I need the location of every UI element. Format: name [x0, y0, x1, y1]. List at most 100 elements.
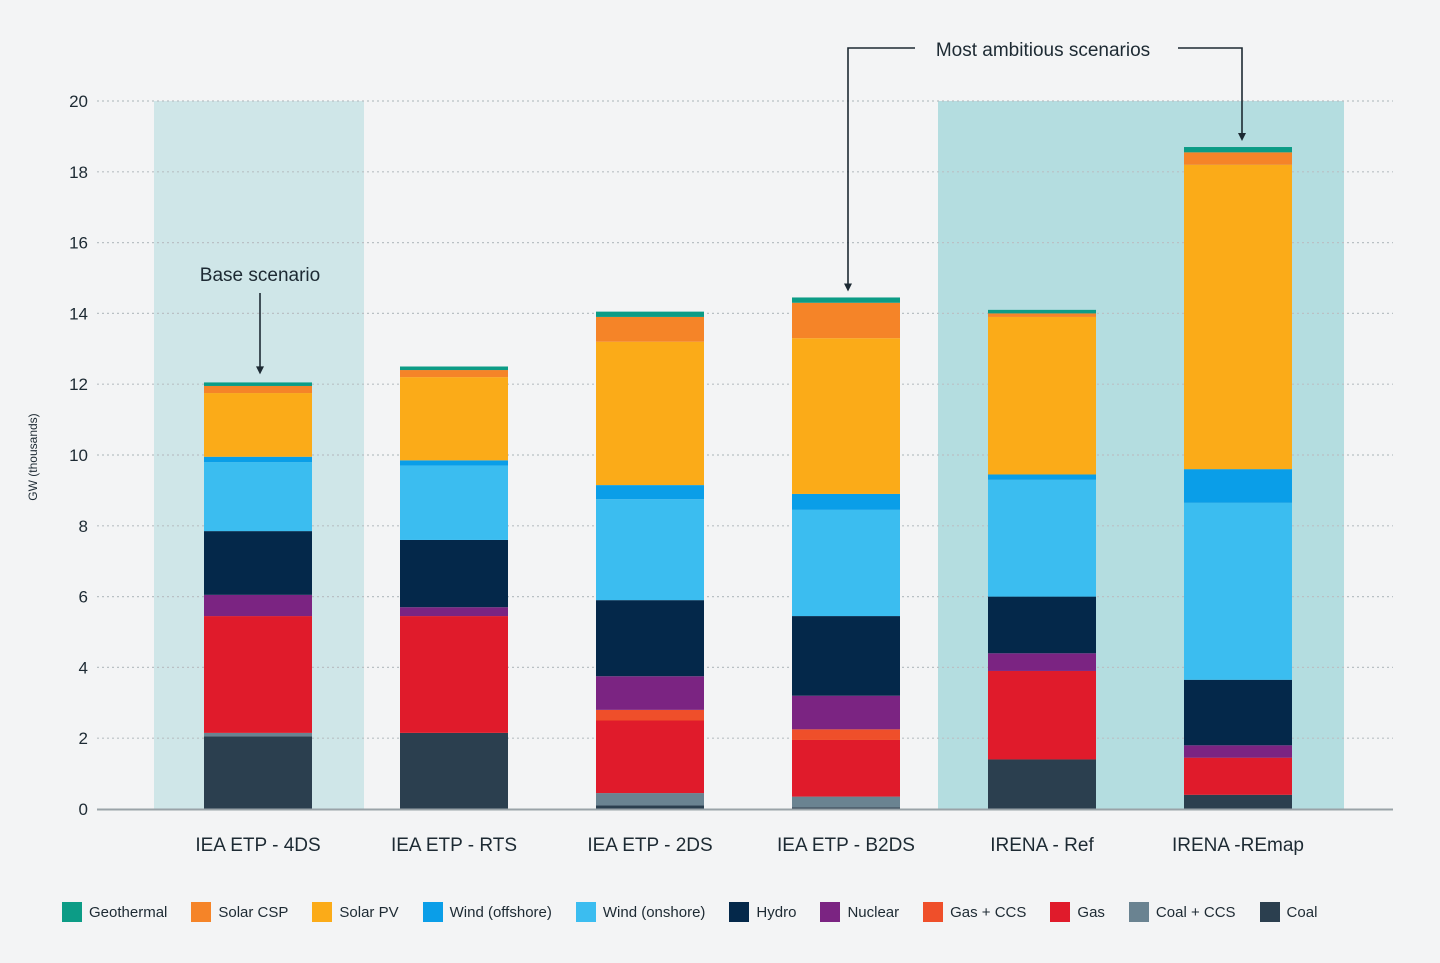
legend-item-coal: Coal [1259, 902, 1318, 922]
y-tick-label-14: 14 [69, 304, 88, 323]
legend-item-gas: Gas [1050, 902, 1105, 922]
bar-irena-remap-wind-onshore [1184, 502, 1292, 680]
arrowhead-icon [256, 366, 264, 375]
bar-iea-etp-2ds-geothermal [596, 311, 704, 317]
bar-iea-etp-rts-solar-pv [400, 377, 508, 461]
bar-irena-remap-geothermal [1184, 147, 1292, 153]
axes: 0 2 4 6 8 10 12 14 16 18 20 IEA ETP - 4DS IEA ETP - … [26, 92, 1393, 856]
bar-iea-etp-rts-nuclear [400, 607, 508, 617]
legend-swatch-solar-pv [312, 902, 333, 922]
bar-iea-etp-2ds-coal [596, 805, 704, 809]
arrowhead-icon [1238, 133, 1246, 142]
legend-swatch-nuclear [820, 902, 841, 922]
legend-item-coal-ccs: Coal + CCS [1128, 902, 1236, 922]
bar-iea-etp-4ds-wind-offshore [204, 456, 312, 463]
bar-iea-etp-2ds-wind-offshore [596, 485, 704, 500]
legend-label-wind-offshore: Wind (offshore) [449, 903, 552, 921]
bar-irena-ref-coal [988, 759, 1096, 809]
x-tick-label-irena-remap: IRENA -REmap [1172, 835, 1304, 856]
legend-label-solar-pv: Solar PV [339, 903, 399, 921]
legend-label-coal: Coal [1286, 903, 1318, 921]
bar-irena-remap-coal [1184, 794, 1292, 809]
bar-irena-ref-wind-onshore [988, 479, 1096, 597]
legend-item-geothermal: Geothermal [62, 902, 167, 922]
bar-iea-etp-4ds-hydro [204, 531, 312, 595]
bar-irena-ref-solar-pv [988, 316, 1096, 475]
legend-label-gas: Gas [1077, 903, 1105, 921]
bar-iea-etp-2ds-gas-ccs [596, 709, 704, 721]
x-tick-label-iea-etp-2ds: IEA ETP - 2DS [587, 835, 712, 856]
legend-swatch-gas-ccs [923, 902, 944, 922]
bar-irena-remap-nuclear [1184, 745, 1292, 758]
legend-label-nuclear: Nuclear [847, 903, 900, 921]
legend-item-wind-offshore: Wind (offshore) [422, 902, 552, 922]
bar-iea-etp-rts-gas [400, 616, 508, 733]
bar-iea-etp-rts-geothermal [400, 366, 508, 371]
legend-item-hydro: Hydro [729, 902, 796, 922]
legend-label-geothermal: Geothermal [89, 903, 168, 921]
y-tick-label-2: 2 [79, 729, 88, 748]
bar-iea-etp-b2ds-coal-ccs [792, 796, 900, 808]
legend-label-solar-csp: Solar CSP [218, 903, 289, 921]
bar-iea-etp-b2ds-coal [792, 807, 900, 809]
annotation-most-ambitious-left-line [847, 47, 915, 286]
y-tick-label-6: 6 [79, 588, 88, 607]
bar-irena-ref-geothermal [988, 309, 1096, 314]
bar-iea-etp-2ds-coal-ccs [596, 793, 704, 806]
bar-iea-etp-b2ds-solar-csp [792, 302, 900, 339]
legend-swatch-wind-onshore [575, 902, 596, 922]
bar-irena-ref-wind-offshore [988, 474, 1096, 480]
y-tick-label-0: 0 [79, 800, 88, 819]
bar-irena-ref-solar-csp [988, 313, 1096, 317]
legend-label-wind-onshore: Wind (onshore) [602, 903, 706, 921]
legend-item-solar-csp: Solar CSP [191, 902, 288, 922]
legend-swatch-gas [1050, 902, 1071, 922]
bar-iea-etp-4ds-geothermal [204, 382, 312, 386]
bar-iea-etp-4ds-wind-onshore [204, 462, 312, 532]
bar-iea-etp-rts-hydro [400, 539, 508, 608]
bar-irena-ref-hydro [988, 596, 1096, 654]
bar-iea-etp-b2ds-hydro [792, 616, 900, 696]
bar-iea-etp-2ds-solar-pv [596, 341, 704, 486]
bar-iea-etp-4ds-coal [204, 736, 312, 809]
bar-iea-etp-2ds-wind-onshore [596, 499, 704, 601]
bar-iea-etp-2ds-gas [596, 720, 704, 794]
bar-iea-etp-b2ds-nuclear [792, 695, 900, 730]
legend-swatch-coal-ccs [1128, 902, 1149, 922]
y-axis-title: GW (thousands) [26, 413, 40, 500]
annotations: Base scenario Most ambitious scenarios [200, 40, 1246, 375]
legend-swatch-coal [1259, 902, 1280, 922]
bar-iea-etp-4ds-coal-ccs [204, 732, 312, 737]
gridlines [97, 100, 1393, 739]
bar-irena-remap-solar-csp [1184, 152, 1292, 165]
bar-iea-etp-2ds-hydro [596, 600, 704, 677]
annotation-most-ambitious: Most ambitious scenarios [936, 40, 1150, 61]
bar-iea-etp-4ds-solar-pv [204, 393, 312, 457]
bar-iea-etp-b2ds-gas [792, 739, 900, 797]
bar-iea-etp-4ds-solar-csp [204, 385, 312, 394]
y-tick-label-8: 8 [79, 517, 88, 536]
legend-item-solar-pv: Solar PV [312, 902, 399, 922]
legend-swatch-wind-offshore [422, 902, 443, 922]
bar-iea-etp-rts-wind-onshore [400, 465, 508, 540]
legend-label-coal-ccs: Coal + CCS [1155, 903, 1236, 921]
bar-irena-ref-gas [988, 670, 1096, 760]
x-tick-label-iea-etp-b2ds: IEA ETP - B2DS [777, 835, 915, 856]
annotation-most-ambitious-right-line [1178, 47, 1243, 136]
bar-iea-etp-rts-wind-offshore [400, 460, 508, 466]
bar-iea-etp-4ds-gas [204, 616, 312, 733]
bar-irena-remap-wind-offshore [1184, 469, 1292, 503]
arrowhead-icon [844, 283, 852, 292]
y-tick-label-10: 10 [69, 446, 88, 465]
legend-label-hydro: Hydro [756, 903, 797, 921]
legend-item-wind-onshore: Wind (onshore) [575, 902, 706, 922]
bar-iea-etp-b2ds-wind-onshore [792, 509, 900, 617]
legend-item-nuclear: Nuclear [820, 902, 899, 922]
x-tick-label-irena-ref: IRENA - Ref [990, 835, 1094, 856]
y-tick-label-18: 18 [69, 163, 88, 182]
legend-swatch-hydro [729, 902, 750, 922]
bar-iea-etp-rts-solar-csp [400, 370, 508, 378]
y-tick-label-12: 12 [69, 375, 88, 394]
